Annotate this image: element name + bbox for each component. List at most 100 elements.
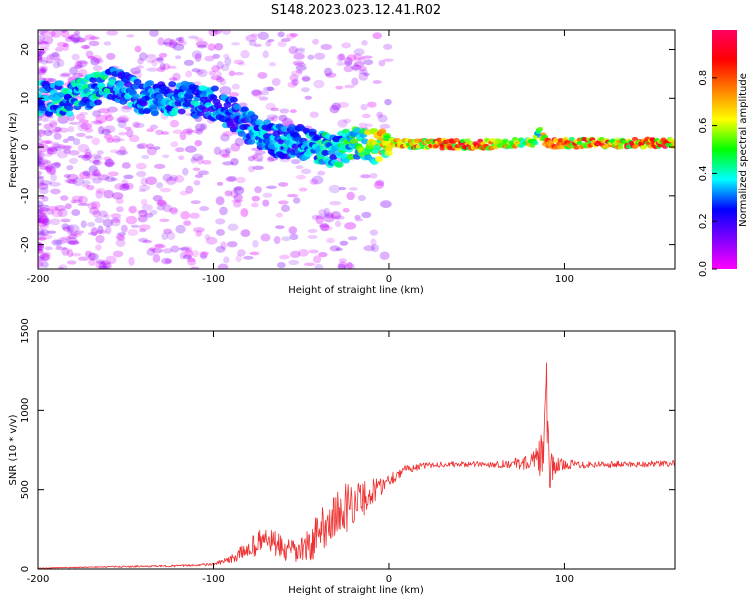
spectrogram-cell — [38, 151, 44, 160]
spectrogram-cell — [155, 182, 164, 189]
spectrogram-cell — [77, 256, 89, 261]
spectrogram-cell — [88, 165, 99, 174]
spectrogram-cell — [439, 146, 446, 151]
colorbar-tick-label: 0.6 — [698, 118, 709, 134]
spectrogram-cell — [71, 209, 81, 217]
spectrogram-cell — [258, 96, 269, 101]
snr-x-label: Height of straight line (km) — [288, 585, 424, 596]
spectrogram-cell — [341, 42, 352, 49]
spectrogram-cell — [172, 43, 185, 51]
spectrogram-cell — [137, 210, 148, 214]
spectrogram-cell — [334, 220, 342, 228]
spectrogram-cell — [270, 107, 279, 112]
spectrogram-cell — [38, 182, 45, 186]
snr-frame — [37, 330, 676, 570]
spectrogram-cell — [97, 225, 104, 234]
y-tick-label: 1000 — [20, 398, 31, 423]
spectrogram-cell — [38, 32, 45, 42]
spectrogram-cell — [338, 261, 348, 269]
spectrogram-cell — [304, 95, 313, 100]
spectrogram-cell — [383, 43, 393, 50]
spectrogram-cell — [145, 176, 157, 186]
spectrogram-cell — [47, 147, 58, 155]
spectrogram-cell — [318, 251, 328, 258]
spectrogram-cell — [373, 180, 385, 190]
spectrogram-cell — [65, 105, 74, 112]
spectrogram-cell — [78, 119, 89, 124]
spectrogram-cell — [311, 214, 319, 220]
spectrogram-cell — [234, 137, 244, 147]
spectrogram-cell — [263, 86, 275, 92]
spectrogram-cell — [245, 34, 258, 42]
spectrogram-cell — [249, 251, 260, 256]
spectrogram-cell — [370, 243, 380, 253]
spectrogram-cell — [316, 214, 325, 220]
spectrogram-cell — [101, 128, 111, 135]
spectrogram-cell — [49, 30, 56, 38]
spectrogram-cell — [72, 232, 82, 237]
spectrogram-cell — [80, 122, 93, 130]
spectrogram-cell — [63, 149, 71, 154]
spectrogram-cell — [216, 181, 224, 186]
spectrogram-cell — [57, 41, 68, 48]
spectrogram-cell — [361, 113, 371, 119]
spectrogram-cell — [56, 150, 69, 159]
spectrogram-cell — [227, 223, 239, 231]
spectrogram-cell — [220, 133, 230, 142]
spectrogram-cell — [378, 128, 387, 135]
spectrogram-cell — [40, 180, 53, 186]
spectrogram-cell — [150, 110, 159, 117]
spectrogram-cell — [134, 45, 142, 53]
spectrogram-cell — [47, 129, 60, 134]
spectrogram-cell — [94, 154, 103, 161]
spectrogram-cell — [186, 127, 193, 136]
spectrogram-cell — [38, 50, 45, 57]
spectrogram-cell — [38, 150, 46, 160]
spectrogram-cell — [233, 72, 244, 76]
spectrogram-cell — [138, 210, 148, 217]
spectrogram-cell — [105, 114, 114, 122]
spectrogram-cell — [133, 78, 142, 85]
spectrogram-cell — [116, 206, 124, 213]
spectrogram-cell — [511, 136, 518, 142]
spectrogram-cell — [196, 44, 208, 49]
spectrogram-cell — [103, 189, 114, 199]
colorbar-tick-label: 0.8 — [698, 70, 709, 86]
spectrogram-cell — [62, 42, 70, 48]
spectrogram-cell — [200, 251, 210, 255]
spectrogram-cell — [196, 155, 204, 165]
spectrogram-cell — [233, 187, 242, 191]
spectrogram-cell — [301, 75, 311, 83]
spectrogram-cell — [346, 54, 357, 62]
spectrogram-cell — [38, 195, 46, 199]
spectrogram-cell — [175, 147, 185, 153]
spectrogram-cell — [346, 261, 353, 269]
spectrogram-cell — [38, 176, 45, 184]
spectrogram-cell — [38, 138, 44, 145]
spectrogram-cell — [279, 254, 290, 260]
spectrogram-cell — [228, 70, 235, 77]
spectrogram-cell — [98, 108, 110, 114]
spectrogram-cell — [210, 30, 219, 33]
spectrogram-frame — [37, 29, 676, 270]
spectrogram-cell — [251, 195, 261, 202]
spectrogram-cell — [196, 110, 205, 117]
spectrogram-cell — [38, 260, 44, 268]
spectrogram-cell — [301, 87, 310, 93]
spectrogram-cell — [146, 248, 156, 256]
spectrogram-cell — [162, 248, 173, 254]
spectrogram-cell — [73, 230, 85, 234]
spectrogram-cell — [216, 228, 225, 236]
spectrogram-cell — [194, 139, 203, 147]
spectrogram-cell — [90, 120, 103, 124]
snr-panel: -200 -100 0 100 0 500 1000 1500 Height of stra… — [8, 318, 676, 596]
spectrogram-cell — [51, 162, 61, 169]
spectrogram-cell — [314, 52, 326, 60]
spectrogram-cell — [377, 114, 388, 123]
spectrogram-cell — [92, 177, 103, 184]
spectrogram-cell — [145, 54, 157, 59]
spectrogram-cell — [95, 234, 105, 244]
spectrogram-cell — [352, 63, 360, 72]
spectrogram-cell — [60, 30, 68, 33]
spectrogram-cell — [130, 67, 142, 75]
